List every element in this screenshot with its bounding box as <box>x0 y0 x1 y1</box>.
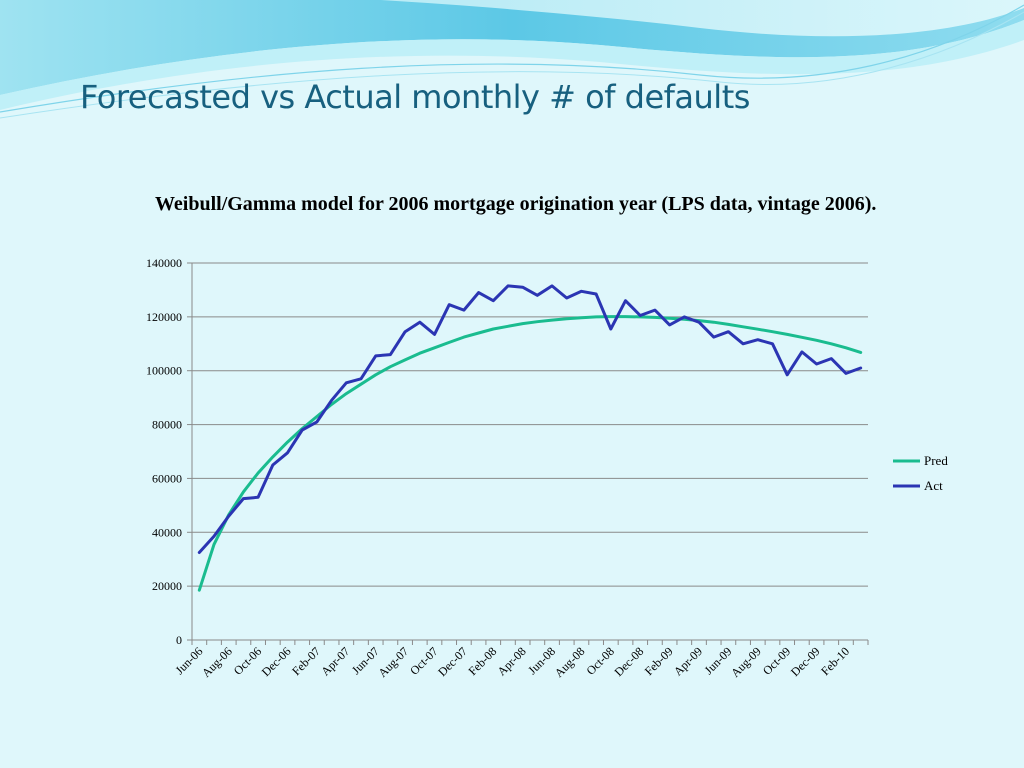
y-tick-label: 40000 <box>152 525 182 539</box>
slide-title: Forecasted vs Actual monthly # of defaul… <box>80 78 750 116</box>
series-lines <box>197 284 863 592</box>
y-tick-label: 140000 <box>146 256 182 270</box>
y-tick-label: 60000 <box>152 471 182 485</box>
y-tick-label: 0 <box>176 633 182 647</box>
x-tick-label: Feb-09 <box>642 644 676 678</box>
y-tick-label: 20000 <box>152 579 182 593</box>
x-tick-label: Oct-09 <box>760 644 793 677</box>
x-tick-label: Aug-09 <box>728 644 764 680</box>
x-tick-label: Oct-07 <box>407 644 440 677</box>
x-tick-label: Apr-07 <box>318 644 352 678</box>
x-tick-label: Dec-09 <box>788 644 823 679</box>
x-tick-labels: Jun-06Aug-06Oct-06Dec-06Feb-07Apr-07Jun-… <box>172 644 852 680</box>
series-line-pred <box>197 315 863 592</box>
x-tick-label: Oct-08 <box>583 644 616 677</box>
y-tick-label: 80000 <box>152 418 182 432</box>
legend: Pred Act <box>893 453 948 493</box>
x-tick-label: Feb-08 <box>465 644 499 678</box>
x-tick-label: Dec-07 <box>435 644 470 679</box>
y-tick-label: 100000 <box>146 364 182 378</box>
x-tick-label: Apr-08 <box>495 644 529 678</box>
legend-label-pred: Pred <box>924 453 948 468</box>
x-tick-label: Aug-07 <box>375 644 411 680</box>
axes <box>187 262 869 645</box>
x-tick-label: Oct-06 <box>231 644 264 677</box>
x-tick-label: Dec-08 <box>611 644 646 679</box>
y-tick-label: 120000 <box>146 310 182 324</box>
x-tick-label: Feb-10 <box>818 644 852 678</box>
chart-title: Weibull/Gamma model for 2006 mortgage or… <box>155 193 877 215</box>
x-tick-label: Dec-06 <box>259 644 294 679</box>
grid-lines <box>192 262 868 587</box>
series-line-act <box>197 284 863 554</box>
x-tick-label: Aug-06 <box>199 644 235 680</box>
legend-label-act: Act <box>924 478 943 493</box>
x-tick-label: Feb-07 <box>289 644 323 678</box>
y-tick-labels: 0 20000 40000 60000 80000 100000 120000 140000 <box>146 256 182 647</box>
x-tick-label: Aug-08 <box>552 644 588 680</box>
x-tick-label: Apr-09 <box>671 644 705 678</box>
